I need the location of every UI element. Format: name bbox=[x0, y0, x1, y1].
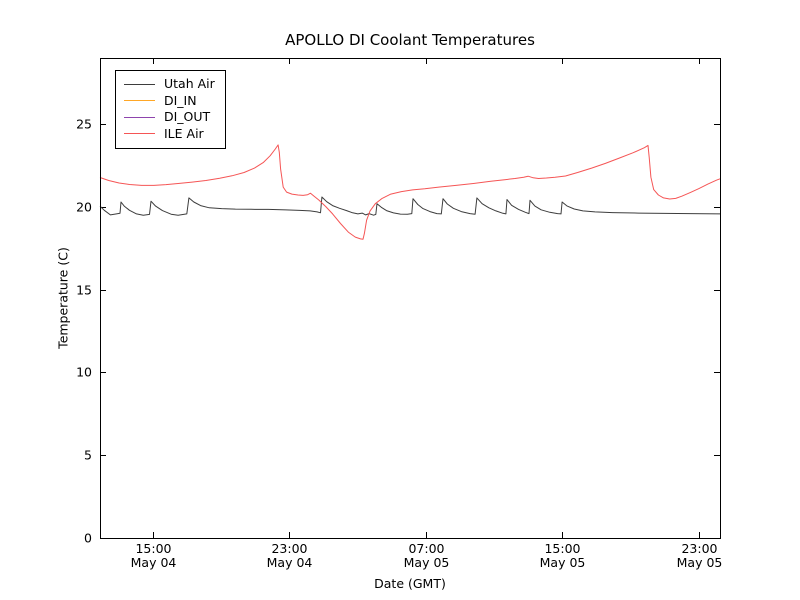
di-out-line-swatch bbox=[124, 116, 155, 118]
x-tick-date-label: May 05 bbox=[404, 555, 450, 570]
x-tick-date-label: May 04 bbox=[267, 555, 313, 570]
series-line-utah-air bbox=[99, 196, 721, 216]
legend-label: DI_IN bbox=[164, 92, 197, 108]
legend-entry-di-out: DI_OUT bbox=[124, 109, 215, 126]
legend-entry-di-in: DI_IN bbox=[124, 93, 215, 110]
series-line-ile-air bbox=[99, 144, 721, 240]
y-tick-label: 5 bbox=[84, 448, 92, 463]
utah-air-line-swatch bbox=[124, 83, 155, 85]
x-tick-time-label: 15:00 bbox=[135, 541, 171, 556]
ile-air-line-swatch bbox=[124, 133, 155, 135]
legend-label: ILE Air bbox=[164, 125, 204, 141]
y-tick-label: 20 bbox=[76, 200, 92, 215]
y-tick-label: 0 bbox=[84, 531, 92, 546]
y-tick-label: 25 bbox=[76, 117, 92, 132]
axes-frame bbox=[100, 58, 721, 539]
legend-label: Utah Air bbox=[164, 76, 215, 92]
x-tick-time-label: 23:00 bbox=[681, 541, 717, 556]
chart-title: APOLLO DI Coolant Temperatures bbox=[285, 31, 535, 49]
legend-entry-ile-air: ILE Air bbox=[124, 126, 215, 143]
x-tick-time-label: 23:00 bbox=[271, 541, 307, 556]
legend-label: DI_OUT bbox=[164, 109, 211, 125]
x-tick-date-label: May 05 bbox=[677, 555, 723, 570]
y-tick-label: 10 bbox=[76, 365, 92, 380]
x-tick-time-label: 15:00 bbox=[544, 541, 580, 556]
x-tick-date-label: May 05 bbox=[540, 555, 586, 570]
x-axis-label: Date (GMT) bbox=[374, 576, 446, 591]
legend: Utah Air DI_IN DI_OUT ILE Air bbox=[115, 70, 226, 149]
y-tick-label: 15 bbox=[76, 283, 92, 298]
x-tick-time-label: 07:00 bbox=[408, 541, 444, 556]
x-tick-date-label: May 04 bbox=[131, 555, 177, 570]
legend-entry-utah-air: Utah Air bbox=[124, 76, 215, 93]
di-in-line-swatch bbox=[124, 100, 155, 102]
